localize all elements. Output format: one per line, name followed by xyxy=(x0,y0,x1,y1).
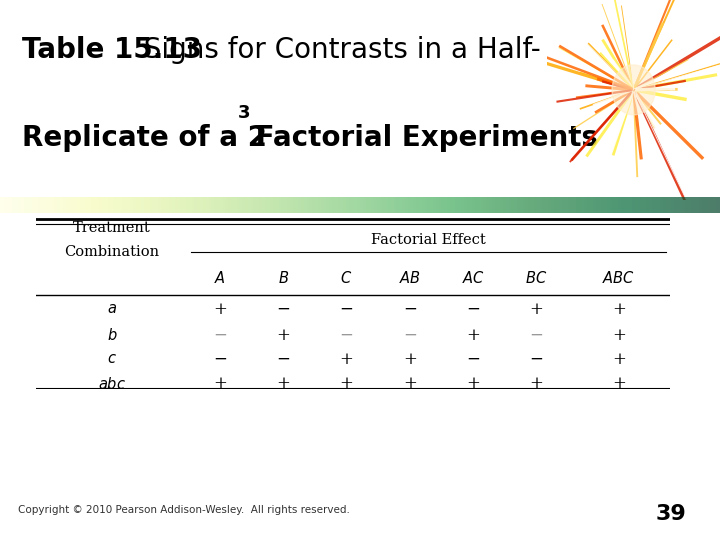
Text: +: + xyxy=(612,351,626,368)
Text: 39: 39 xyxy=(656,503,686,524)
Text: +: + xyxy=(467,375,480,392)
Text: $c$: $c$ xyxy=(107,353,117,367)
Text: Treatment: Treatment xyxy=(73,221,151,235)
Text: −: − xyxy=(403,301,417,318)
Text: +: + xyxy=(276,327,290,344)
Text: $B$: $B$ xyxy=(277,270,289,286)
Text: +: + xyxy=(340,375,354,392)
Text: Signs for Contrasts in a Half-: Signs for Contrasts in a Half- xyxy=(126,36,541,64)
Text: 3: 3 xyxy=(238,104,251,122)
Text: $AC$: $AC$ xyxy=(462,270,485,286)
Text: +: + xyxy=(530,301,544,318)
Text: −: − xyxy=(213,327,227,344)
Text: −: − xyxy=(340,301,354,318)
Text: $a$: $a$ xyxy=(107,302,117,316)
Text: Table 15.13: Table 15.13 xyxy=(22,36,202,64)
Text: +: + xyxy=(467,327,480,344)
Text: −: − xyxy=(403,327,417,344)
Text: −: − xyxy=(340,327,354,344)
Text: −: − xyxy=(530,327,544,344)
Text: −: − xyxy=(276,301,290,318)
Text: +: + xyxy=(612,327,626,344)
Text: +: + xyxy=(213,375,227,392)
Text: −: − xyxy=(276,351,290,368)
Text: Replicate of a 2: Replicate of a 2 xyxy=(22,124,267,152)
Text: +: + xyxy=(403,351,417,368)
Text: +: + xyxy=(530,375,544,392)
Text: $AB$: $AB$ xyxy=(399,270,420,286)
Text: +: + xyxy=(612,375,626,392)
Circle shape xyxy=(612,65,655,115)
Text: +: + xyxy=(403,375,417,392)
Text: Factorial Effect: Factorial Effect xyxy=(372,233,486,247)
Text: $A$: $A$ xyxy=(214,270,225,286)
Text: −: − xyxy=(467,301,480,318)
Text: +: + xyxy=(340,351,354,368)
Text: −: − xyxy=(530,351,544,368)
Text: $C$: $C$ xyxy=(341,270,353,286)
Text: +: + xyxy=(213,301,227,318)
Text: −: − xyxy=(467,351,480,368)
Text: $b$: $b$ xyxy=(107,327,117,343)
Text: $abc$: $abc$ xyxy=(98,376,126,392)
Text: $BC$: $BC$ xyxy=(526,270,548,286)
Text: +: + xyxy=(612,301,626,318)
Text: Factorial Experiments: Factorial Experiments xyxy=(246,124,598,152)
Text: Copyright © 2010 Pearson Addison-Wesley.  All rights reserved.: Copyright © 2010 Pearson Addison-Wesley.… xyxy=(18,505,350,515)
Text: +: + xyxy=(276,375,290,392)
Text: −: − xyxy=(213,351,227,368)
Text: Combination: Combination xyxy=(65,245,160,259)
Text: $ABC$: $ABC$ xyxy=(603,270,635,286)
